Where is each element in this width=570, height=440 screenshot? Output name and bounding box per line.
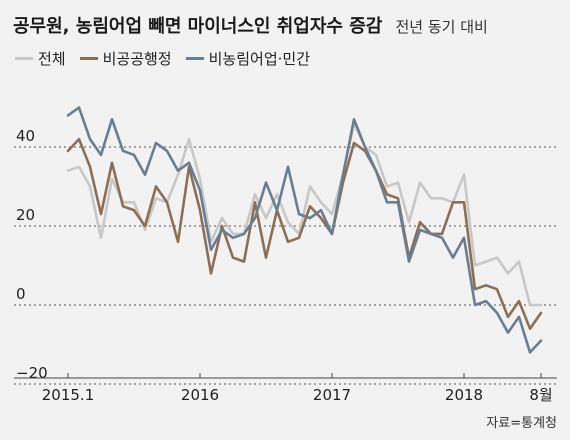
source-note: 자료=통계청 bbox=[486, 416, 557, 431]
legend-label-total: 전체 bbox=[38, 50, 66, 68]
x-tick-label: 8월 bbox=[529, 386, 552, 404]
chart-subtitle: 전년 동기 대비 bbox=[395, 18, 488, 36]
legend-item-total: 전체 bbox=[15, 48, 66, 69]
x-tick-label: 2016 bbox=[181, 386, 219, 404]
series-line-1 bbox=[66, 122, 543, 307]
chart-title: 공무원, 농림어업 빼면 마이너스인 취업자수 증감 bbox=[13, 16, 383, 37]
legend-item-non-public: 비공공행정 bbox=[79, 48, 172, 69]
y-tick-label: 20 bbox=[16, 206, 35, 224]
legend-item-non-farm-private: 비농림어업·민간 bbox=[185, 48, 310, 69]
legend-label-non-farm-private: 비농림어업·민간 bbox=[208, 50, 310, 68]
legend-swatch-non-farm-private bbox=[185, 57, 204, 60]
x-tick-label: 2018 bbox=[445, 386, 483, 404]
legend-swatch-non-public bbox=[79, 57, 98, 60]
x-tick-label: 2017 bbox=[313, 386, 351, 404]
x-tick-label: 2015.1 bbox=[42, 386, 95, 404]
y-tick-label: −20 bbox=[16, 364, 48, 382]
legend-swatch-total bbox=[15, 57, 33, 60]
y-tick-label: 40 bbox=[16, 127, 35, 145]
legend-label-non-public: 비공공행정 bbox=[102, 50, 172, 68]
series-line-2 bbox=[66, 137, 543, 331]
legend: 전체 비공공행정 비농림어업·민간 bbox=[15, 48, 310, 69]
title-row: 공무원, 농림어업 빼면 마이너스인 취업자수 증감 전년 동기 대비 bbox=[13, 12, 488, 38]
series-line-3 bbox=[66, 106, 543, 354]
y-tick-label: 0 bbox=[16, 285, 26, 303]
